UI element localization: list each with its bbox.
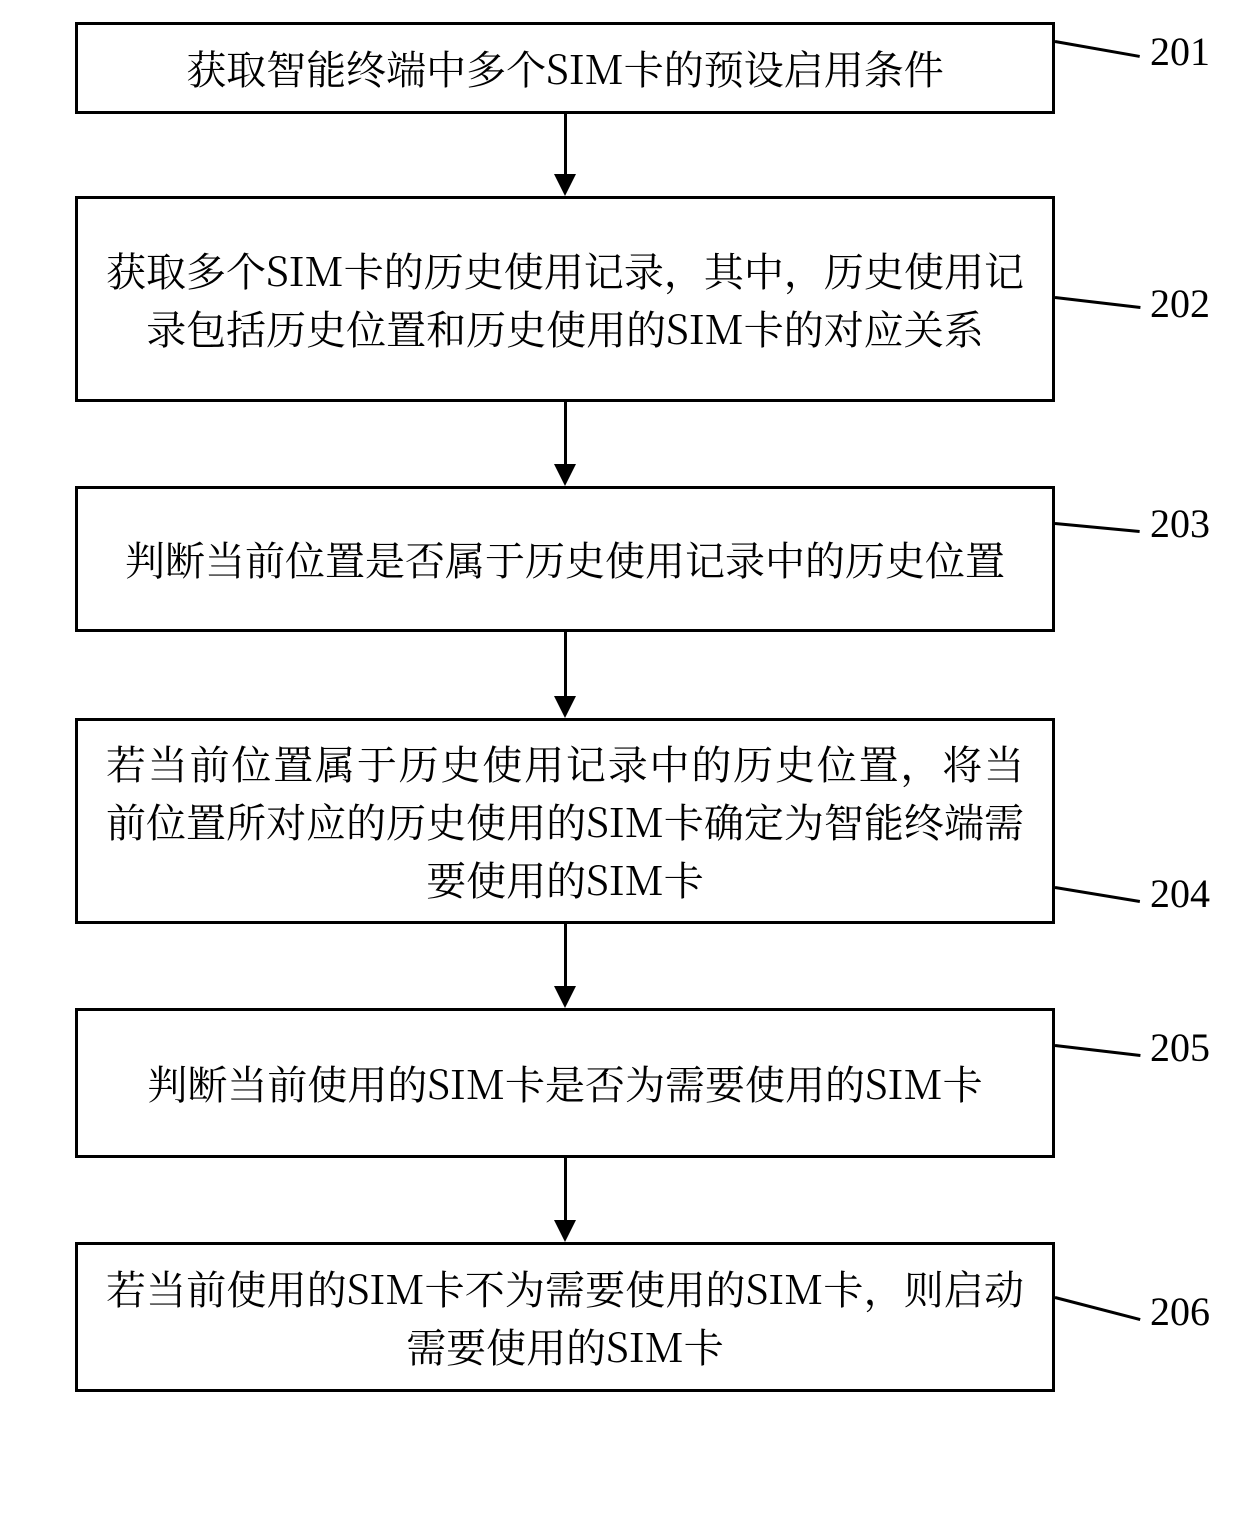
label-connector-204 (1055, 886, 1140, 903)
step-text-202: 获取多个SIM卡的历史使用记录，其中，历史使用记录包括历史位置和历史使用的SIM… (106, 241, 1024, 357)
label-connector-206 (1055, 1296, 1141, 1321)
arrow-head-icon (554, 1220, 576, 1242)
arrow-line-3 (564, 632, 567, 696)
step-text-205: 判断当前使用的SIM卡是否为需要使用的SIM卡 (147, 1054, 982, 1112)
arrow-head-icon (554, 696, 576, 718)
step-label-203: 203 (1150, 500, 1210, 547)
step-box-206: 若当前使用的SIM卡不为需要使用的SIM卡，则启动需要使用的SIM卡 (75, 1242, 1055, 1392)
step-label-204: 204 (1150, 870, 1210, 917)
step-box-204: 若当前位置属于历史使用记录中的历史位置，将当前位置所对应的历史使用的SIM卡确定… (75, 718, 1055, 924)
step-box-205: 判断当前使用的SIM卡是否为需要使用的SIM卡 (75, 1008, 1055, 1158)
step-text-201: 获取智能终端中多个SIM卡的预设启用条件 (186, 39, 944, 97)
step-box-201: 获取智能终端中多个SIM卡的预设启用条件 (75, 22, 1055, 114)
label-connector-201 (1055, 40, 1141, 58)
flowchart-canvas: 获取智能终端中多个SIM卡的预设启用条件 201 获取多个SIM卡的历史使用记录，其… (0, 0, 1240, 1532)
label-connector-202 (1055, 296, 1140, 309)
step-text-206: 若当前使用的SIM卡不为需要使用的SIM卡，则启动需要使用的SIM卡 (106, 1259, 1024, 1375)
arrow-line-2 (564, 402, 567, 464)
label-connector-203 (1055, 522, 1140, 533)
step-text-204: 若当前位置属于历史使用记录中的历史位置，将当前位置所对应的历史使用的SIM卡确定… (106, 734, 1024, 908)
arrow-head-icon (554, 986, 576, 1008)
arrow-line-5 (564, 1158, 567, 1220)
step-label-202: 202 (1150, 280, 1210, 327)
step-label-205: 205 (1150, 1024, 1210, 1071)
step-box-203: 判断当前位置是否属于历史使用记录中的历史位置 (75, 486, 1055, 632)
step-box-202: 获取多个SIM卡的历史使用记录，其中，历史使用记录包括历史位置和历史使用的SIM… (75, 196, 1055, 402)
arrow-line-4 (564, 924, 567, 986)
step-label-206: 206 (1150, 1288, 1210, 1335)
arrow-head-icon (554, 464, 576, 486)
arrow-head-icon (554, 174, 576, 196)
arrow-line-1 (564, 114, 567, 174)
step-text-203: 判断当前位置是否属于历史使用记录中的历史位置 (125, 530, 1005, 588)
label-connector-205 (1055, 1044, 1140, 1057)
step-label-201: 201 (1150, 28, 1210, 75)
